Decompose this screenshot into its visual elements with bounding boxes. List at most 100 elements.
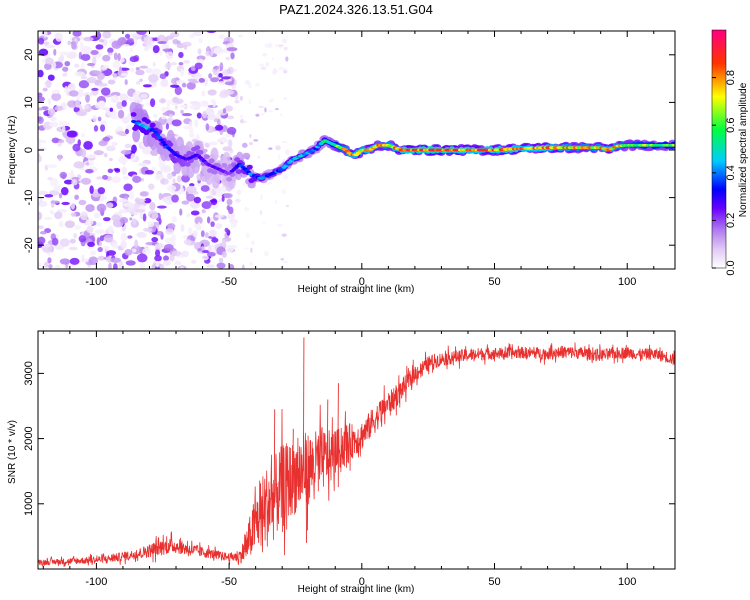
noise-blob	[237, 34, 243, 38]
noise-blob	[80, 177, 92, 185]
noise-blob	[149, 98, 156, 108]
noise-blob	[116, 101, 124, 110]
noise-blob	[206, 264, 215, 268]
noise-blob	[38, 262, 42, 268]
noise-blob	[219, 62, 224, 72]
noise-blob	[220, 76, 231, 80]
noise-blob	[117, 130, 126, 136]
noise-blob	[180, 109, 184, 114]
noise-blob	[209, 187, 213, 197]
snr-panel: -100 -50 0 50 100 1000 2000 3000 Height of stra…	[7, 330, 676, 595]
noise-blob	[210, 99, 216, 104]
noise-blob	[163, 244, 174, 251]
noise-blob	[196, 112, 202, 119]
noise-blob	[97, 187, 106, 195]
noise-blob	[236, 189, 242, 195]
noise-blob	[275, 43, 279, 48]
noise-blob	[181, 113, 193, 117]
noise-blob	[223, 192, 233, 199]
noise-blob	[85, 154, 97, 159]
noise-blob	[271, 57, 274, 60]
noise-blob	[120, 72, 128, 77]
noise-blob	[66, 130, 78, 138]
noise-blob	[263, 250, 269, 257]
noise-blob	[75, 99, 81, 108]
noise-blob	[69, 257, 80, 265]
noise-blob	[228, 264, 235, 269]
noise-blob	[174, 260, 182, 266]
noise-blob	[206, 31, 217, 34]
noise-blob	[151, 82, 157, 87]
noise-blob	[129, 217, 133, 221]
noise-blob	[38, 138, 44, 144]
noise-blob	[174, 98, 184, 104]
noise-blob	[200, 185, 210, 192]
noise-blob	[112, 60, 120, 69]
noise-blob	[38, 143, 42, 147]
noise-blob	[218, 199, 223, 203]
spectrogram-x-tick-label: 0	[359, 276, 365, 288]
noise-blob	[211, 237, 219, 243]
noise-blob	[81, 62, 85, 71]
noise-blob	[165, 227, 175, 235]
snr-y-tick-label: 1000	[23, 492, 35, 516]
noise-blob	[70, 169, 74, 177]
noise-blob	[271, 70, 277, 75]
ridge-halo	[247, 181, 256, 189]
noise-blob	[113, 52, 118, 61]
noise-blob	[51, 89, 61, 94]
noise-blob	[213, 46, 224, 55]
noise-blob	[217, 81, 227, 86]
noise-blob	[48, 264, 53, 269]
noise-blob	[221, 196, 225, 202]
colorbar-gradient	[711, 29, 727, 269]
noise-blob	[268, 109, 273, 113]
noise-blob	[227, 139, 233, 148]
noise-blob	[80, 211, 88, 221]
noise-blob	[99, 124, 106, 132]
noise-blob	[143, 197, 152, 204]
spectrogram-y-tick-label: 0	[23, 147, 35, 153]
ridge-core	[160, 140, 166, 144]
noise-blob	[152, 62, 156, 67]
noise-blob	[226, 47, 238, 52]
noise-blob	[230, 221, 237, 228]
noise-blob	[96, 72, 105, 80]
noise-blob	[119, 93, 129, 102]
noise-blob	[38, 225, 44, 230]
noise-blob	[180, 224, 185, 232]
noise-blob	[118, 260, 124, 269]
noise-blob	[285, 204, 290, 208]
noise-blob	[38, 190, 49, 195]
noise-blob	[123, 202, 131, 207]
ridge-mid	[130, 112, 137, 117]
ridge-mid	[235, 169, 242, 175]
noise-blob	[148, 73, 159, 83]
noise-blob	[259, 210, 263, 216]
noise-blob	[129, 190, 135, 200]
noise-blob	[227, 115, 235, 120]
noise-blob	[80, 53, 91, 61]
noise-blob	[258, 105, 264, 108]
noise-blob	[58, 220, 64, 228]
noise-blob	[93, 125, 99, 132]
noise-blob	[139, 78, 143, 83]
noise-blob	[214, 214, 224, 218]
noise-blob	[100, 87, 111, 96]
noise-blob	[85, 168, 94, 174]
ridge-mid	[194, 145, 201, 151]
ridge-halo	[210, 147, 219, 162]
noise-blob	[172, 178, 176, 185]
noise-blob	[118, 156, 128, 164]
noise-blob	[58, 120, 70, 127]
noise-blob	[162, 48, 174, 52]
noise-blob	[231, 85, 237, 90]
noise-blob	[154, 255, 162, 262]
noise-blob	[207, 244, 212, 253]
noise-blob	[279, 113, 283, 116]
noise-blob	[207, 114, 217, 121]
noise-blob	[182, 235, 188, 239]
noise-blob	[73, 233, 77, 239]
noise-blob	[162, 260, 171, 266]
